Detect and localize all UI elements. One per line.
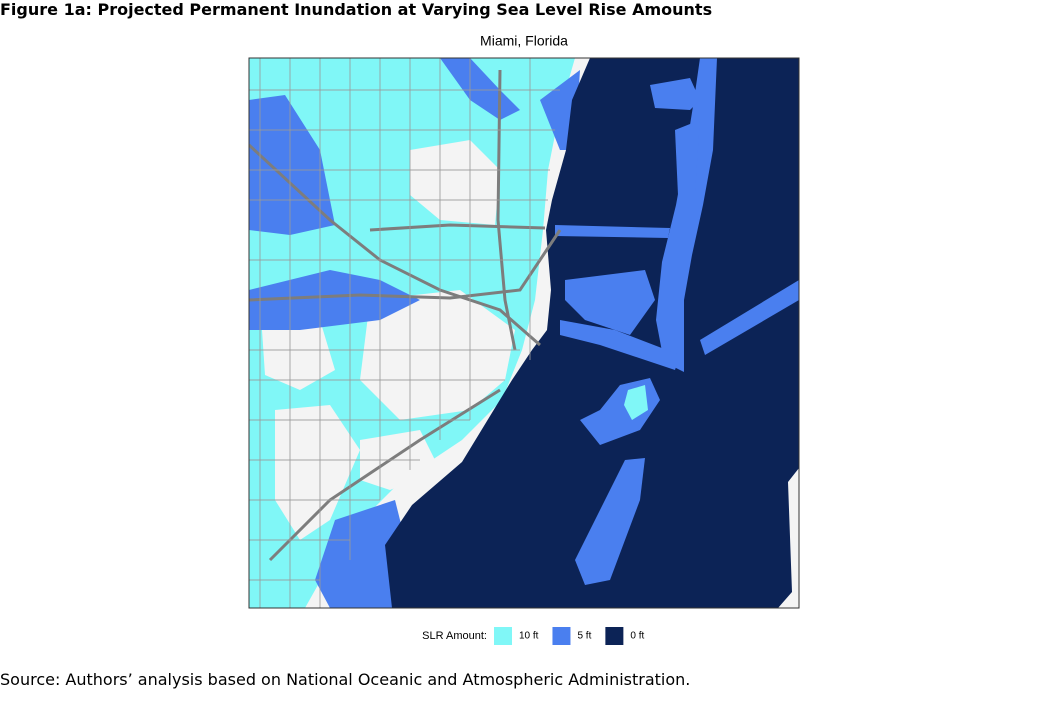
dry-land bbox=[778, 468, 799, 608]
dry-land bbox=[360, 290, 515, 420]
dry-land bbox=[410, 140, 500, 225]
legend-swatch bbox=[552, 627, 571, 645]
legend: SLR Amount: 10 ft 5 ft 0 ft bbox=[422, 627, 644, 645]
inundation-area bbox=[565, 270, 655, 335]
inundation-area bbox=[624, 385, 648, 420]
map bbox=[249, 58, 799, 608]
inundation-area bbox=[575, 458, 645, 585]
source-note: Source: Authors’ analysis based on Natio… bbox=[0, 670, 691, 689]
legend-label: 10 ft bbox=[519, 631, 539, 642]
legend-swatch bbox=[605, 627, 624, 645]
inundation-area bbox=[249, 270, 420, 330]
legend-title: SLR Amount: bbox=[422, 630, 487, 642]
inundation-area bbox=[656, 58, 717, 372]
inundation-area bbox=[555, 225, 670, 238]
map-title: Miami, Florida bbox=[480, 33, 568, 49]
figure-title: Figure 1a: Projected Permanent Inundatio… bbox=[0, 0, 713, 19]
legend-swatch bbox=[494, 627, 512, 645]
inundation-area bbox=[315, 500, 410, 608]
inundation-area bbox=[650, 78, 700, 110]
legend-label: 0 ft bbox=[630, 631, 644, 642]
inundation-area bbox=[560, 320, 680, 370]
inundation-area bbox=[700, 280, 799, 355]
dry-land bbox=[275, 405, 360, 540]
inundation-area bbox=[675, 120, 700, 195]
dry-land bbox=[262, 320, 335, 390]
map-frame bbox=[248, 57, 800, 609]
legend-label: 5 ft bbox=[577, 631, 591, 642]
